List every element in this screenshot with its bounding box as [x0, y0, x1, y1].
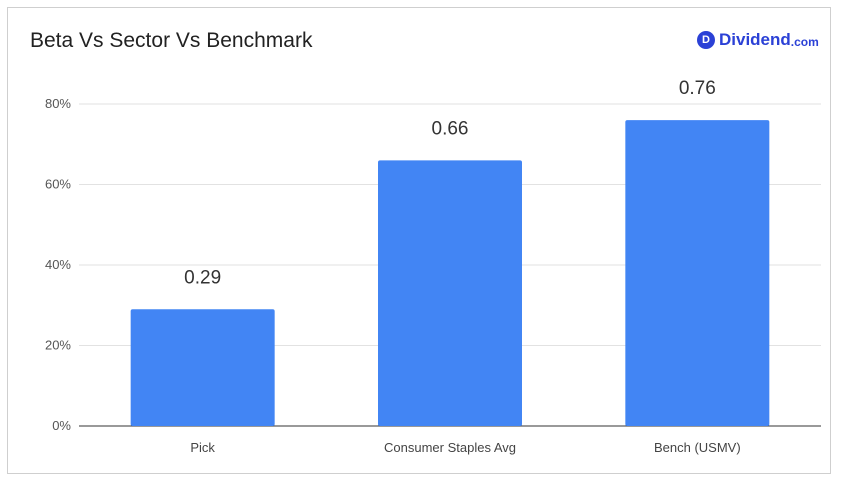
chart-title: Beta Vs Sector Vs Benchmark [30, 29, 313, 52]
bar [625, 120, 770, 426]
data-label: 0.66 [432, 118, 469, 139]
y-tick-label: 60% [45, 177, 71, 192]
dividend-logo-icon: D [697, 31, 715, 49]
x-tick-label: Pick [190, 440, 215, 455]
bar [378, 160, 522, 426]
x-tick-label: Consumer Staples Avg [384, 440, 516, 455]
y-tick-label: 80% [45, 96, 71, 111]
data-label: 0.76 [679, 78, 716, 99]
brand-tld: .com [790, 34, 819, 49]
y-tick-label: 0% [52, 418, 71, 433]
y-tick-label: 40% [45, 257, 71, 272]
brand-name: Dividend [719, 30, 791, 49]
bar [130, 309, 275, 426]
brand-logo[interactable]: D Dividend .com [697, 30, 819, 50]
data-label: 0.29 [184, 267, 221, 288]
x-tick-label: Bench (USMV) [654, 440, 741, 455]
y-tick-label: 20% [45, 338, 71, 353]
